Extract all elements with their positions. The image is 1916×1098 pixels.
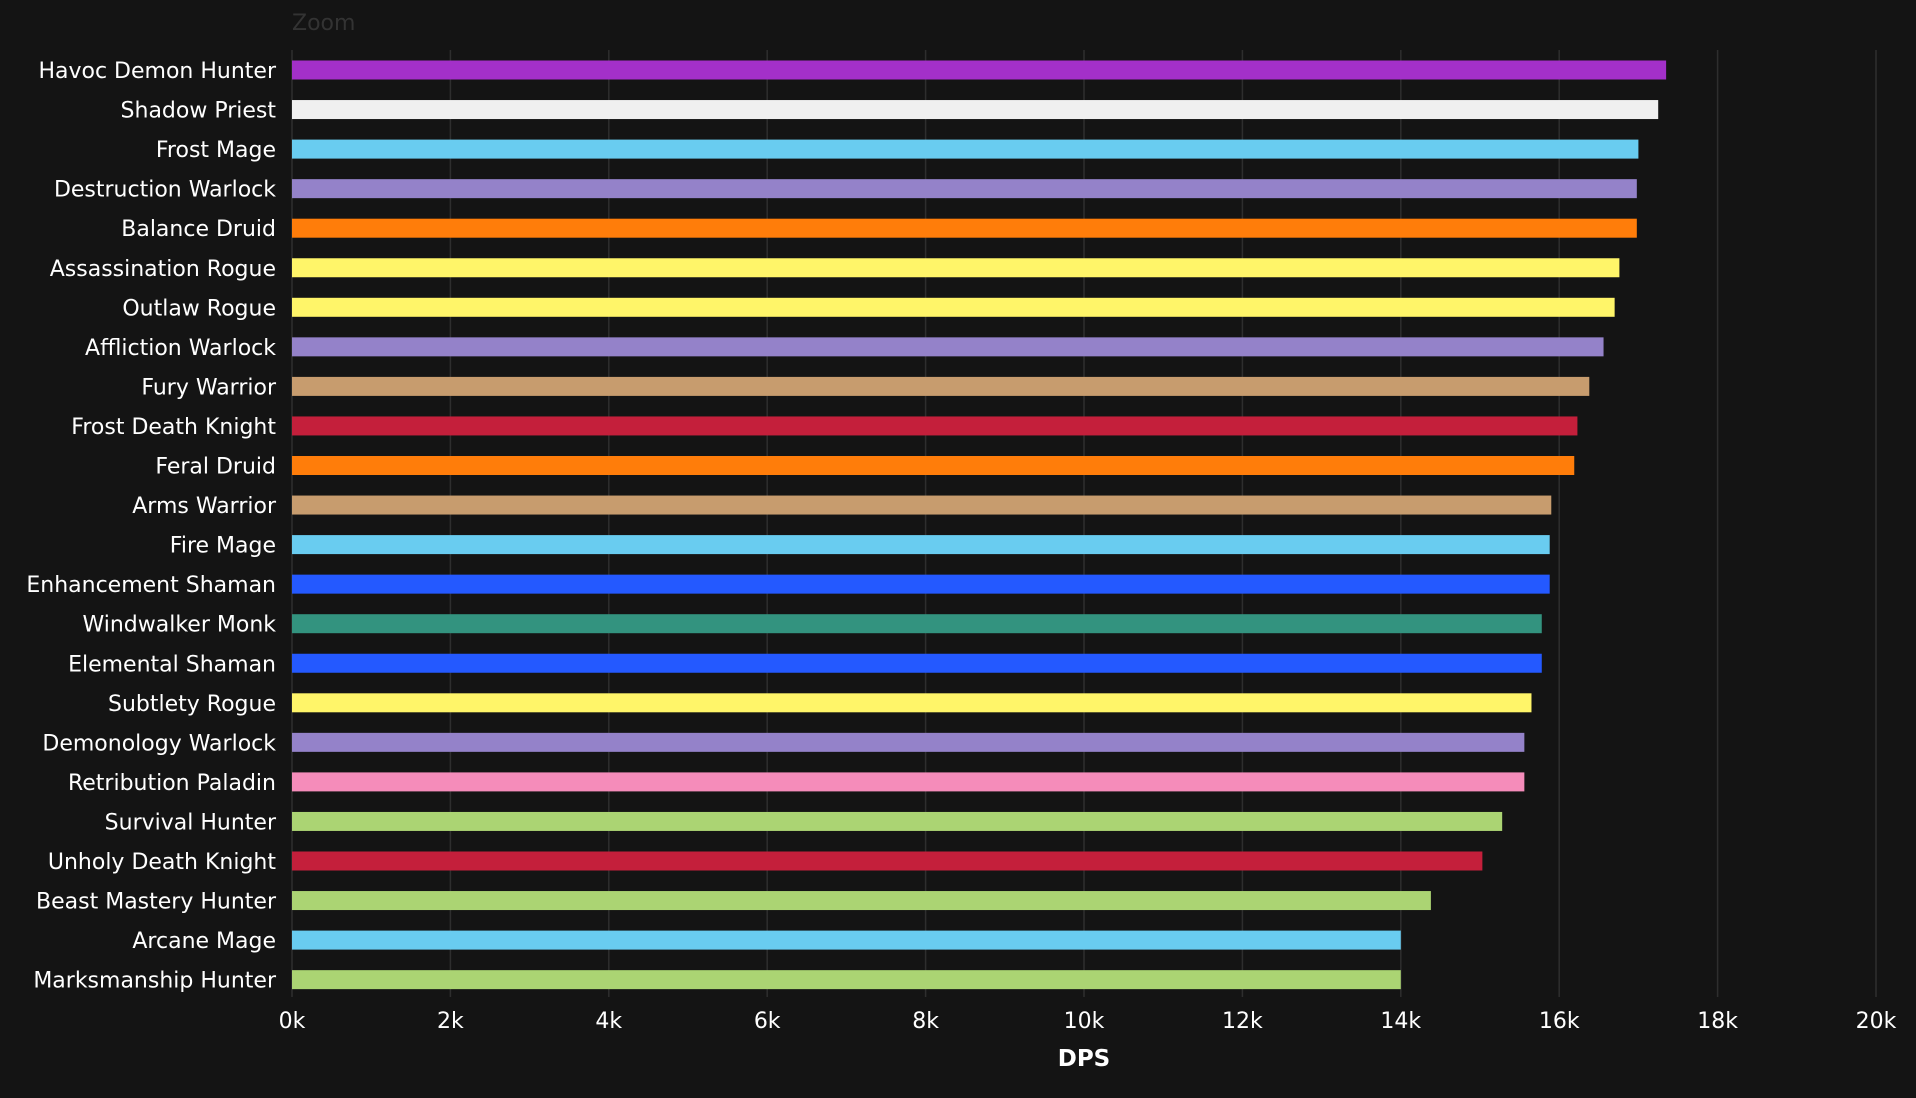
bar[interactable] [292,258,1620,278]
bar[interactable] [292,732,1525,752]
bar[interactable] [292,772,1525,792]
category-label: Frost Mage [156,138,276,163]
bar[interactable] [292,851,1483,871]
x-tick-label: 16k [1539,1009,1580,1034]
bar[interactable] [292,60,1667,80]
x-tick-label: 14k [1380,1009,1421,1034]
bar[interactable] [292,970,1401,990]
bar[interactable] [292,574,1550,594]
bar[interactable] [292,653,1542,673]
category-label: Demonology Warlock [42,731,276,756]
bar[interactable] [292,100,1659,120]
x-tick-label: 20k [1856,1009,1897,1034]
category-label: Unholy Death Knight [48,850,276,875]
bar[interactable] [292,930,1401,950]
category-label: Shadow Priest [121,99,277,124]
x-axis-ticks: 0k 2k 4k 6k 8k 10k 12k 14k 16k 18k 20k [279,1009,1897,1034]
category-label: Feral Druid [155,455,276,480]
category-label: Outlaw Rogue [122,296,276,321]
category-label: Frost Death Knight [71,415,276,440]
bar[interactable] [292,179,1637,199]
category-label: Balance Druid [121,217,276,242]
x-tick-label: 2k [437,1009,464,1034]
bar[interactable] [292,614,1542,634]
category-label: Assassination Rogue [50,257,276,282]
bar[interactable] [292,218,1637,238]
category-label: Havoc Demon Hunter [38,59,276,84]
category-label: Arms Warrior [132,494,277,519]
category-label: Retribution Paladin [68,771,276,796]
category-label: Beast Mastery Hunter [36,890,277,915]
bar[interactable] [292,456,1575,475]
x-tick-label: 12k [1222,1009,1263,1034]
bar[interactable] [292,376,1590,396]
category-label: Affliction Warlock [85,336,276,361]
category-label: Destruction Warlock [54,178,276,203]
bar[interactable] [292,891,1431,911]
zoom-label[interactable]: Zoom [292,11,355,36]
grid-lines [291,50,1877,997]
category-label: Subtlety Rogue [108,692,276,717]
x-tick-label: 4k [595,1009,622,1034]
bar[interactable] [292,535,1550,555]
bar[interactable] [292,297,1615,317]
category-label: Windwalker Monk [82,613,276,638]
bar[interactable] [292,139,1639,159]
category-label: Elemental Shaman [68,652,276,677]
bar[interactable] [292,495,1552,515]
category-label: Enhancement Shaman [26,573,276,598]
bar[interactable] [292,416,1578,436]
category-label: Fire Mage [170,534,276,559]
category-label: Survival Hunter [105,810,277,835]
category-label: Marksmanship Hunter [33,969,277,994]
x-tick-label: 6k [754,1009,781,1034]
category-label: Arcane Mage [132,929,276,954]
category-labels: Havoc Demon Hunter Shadow Priest Frost Mag… [26,59,277,994]
x-tick-label: 0k [279,1009,306,1034]
category-label: Fury Warrior [141,375,277,400]
x-tick-label: 18k [1697,1009,1738,1034]
bar[interactable] [292,693,1532,713]
bars [292,60,1667,990]
x-tick-label: 8k [912,1009,939,1034]
x-tick-label: 10k [1064,1009,1105,1034]
x-axis-title: DPS [1058,1046,1111,1072]
bar[interactable] [292,811,1503,831]
bar[interactable] [292,337,1604,357]
